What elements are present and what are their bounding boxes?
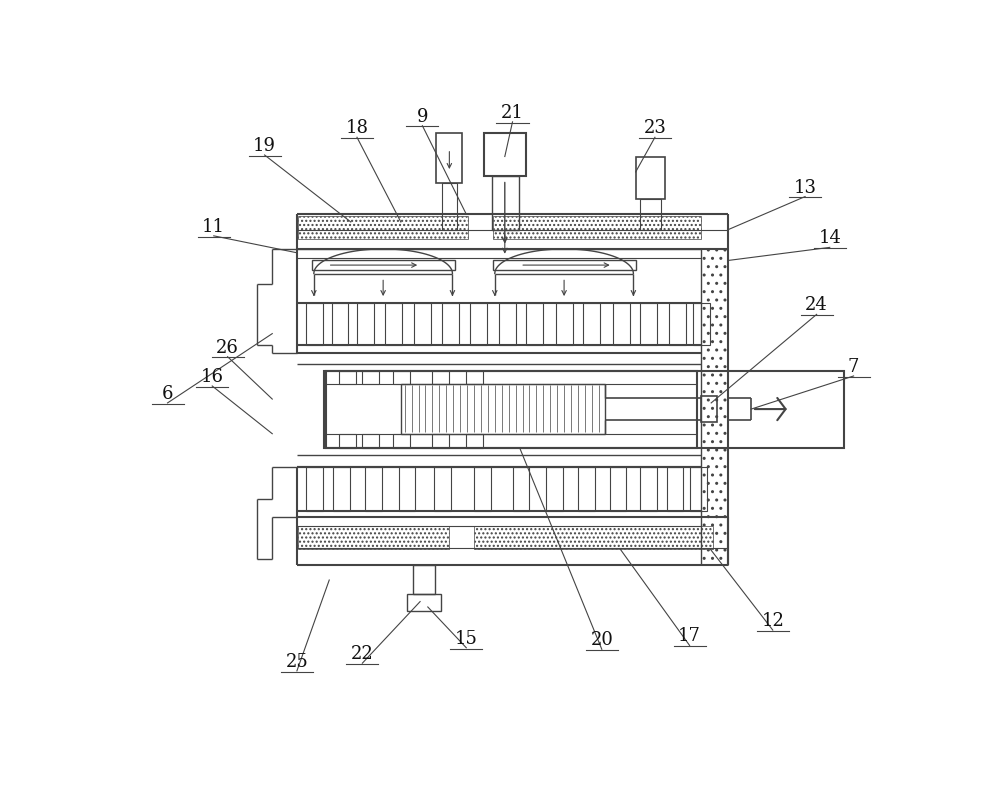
Bar <box>546 467 563 511</box>
Bar <box>339 370 356 384</box>
Bar <box>492 176 519 229</box>
Bar <box>306 303 323 345</box>
Bar <box>578 467 595 511</box>
Text: 9: 9 <box>417 108 428 126</box>
Bar <box>298 526 449 549</box>
Text: 6: 6 <box>162 385 173 403</box>
Text: 17: 17 <box>678 627 701 645</box>
Text: 18: 18 <box>345 119 368 138</box>
Text: 22: 22 <box>351 645 374 663</box>
Bar <box>466 370 483 384</box>
Bar <box>470 303 487 345</box>
Bar <box>493 216 701 239</box>
Bar <box>701 396 717 422</box>
Bar <box>474 467 491 511</box>
Bar <box>669 303 686 345</box>
Bar <box>693 303 710 345</box>
Bar <box>434 467 451 511</box>
Bar <box>690 467 707 511</box>
Bar <box>583 303 600 345</box>
Bar <box>436 134 462 184</box>
Text: 19: 19 <box>253 137 276 155</box>
Bar <box>414 303 431 345</box>
Text: 11: 11 <box>202 218 225 236</box>
Bar <box>432 370 449 384</box>
Bar <box>610 467 626 511</box>
Bar <box>324 370 844 448</box>
Text: 26: 26 <box>216 339 239 357</box>
Bar <box>556 303 573 345</box>
Bar <box>401 384 605 433</box>
Bar <box>306 467 323 511</box>
Bar <box>432 433 449 448</box>
Bar <box>474 526 713 549</box>
Bar <box>399 467 415 511</box>
Bar <box>407 594 441 611</box>
Bar <box>613 303 630 345</box>
Bar <box>333 467 350 511</box>
Bar <box>362 433 379 448</box>
Bar <box>413 565 435 594</box>
Bar <box>526 303 543 345</box>
Bar <box>312 260 455 271</box>
Text: 15: 15 <box>455 630 478 648</box>
Bar <box>701 249 728 565</box>
Bar <box>365 467 382 511</box>
Bar <box>393 433 410 448</box>
Text: 20: 20 <box>590 631 613 649</box>
Bar <box>636 157 665 199</box>
Bar <box>362 370 379 384</box>
Bar <box>666 467 683 511</box>
Text: 7: 7 <box>848 358 859 376</box>
Bar <box>393 370 410 384</box>
Text: 13: 13 <box>794 179 817 196</box>
Bar <box>499 303 516 345</box>
Bar <box>442 184 457 229</box>
Text: 25: 25 <box>286 653 308 671</box>
Text: 24: 24 <box>805 297 828 314</box>
Bar <box>640 467 657 511</box>
Text: 23: 23 <box>644 119 666 138</box>
Bar <box>493 260 636 271</box>
Bar <box>484 134 526 176</box>
Text: 12: 12 <box>761 612 784 630</box>
Text: 16: 16 <box>201 368 224 386</box>
Bar <box>512 467 529 511</box>
Bar <box>339 433 356 448</box>
Text: 14: 14 <box>818 229 841 248</box>
Bar <box>298 216 468 239</box>
Bar <box>442 303 459 345</box>
Bar <box>357 303 374 345</box>
Bar <box>385 303 402 345</box>
Bar <box>466 433 483 448</box>
Bar <box>640 199 661 229</box>
Bar <box>332 303 348 345</box>
Bar <box>640 303 657 345</box>
Bar <box>326 370 697 448</box>
Text: 21: 21 <box>501 104 524 122</box>
